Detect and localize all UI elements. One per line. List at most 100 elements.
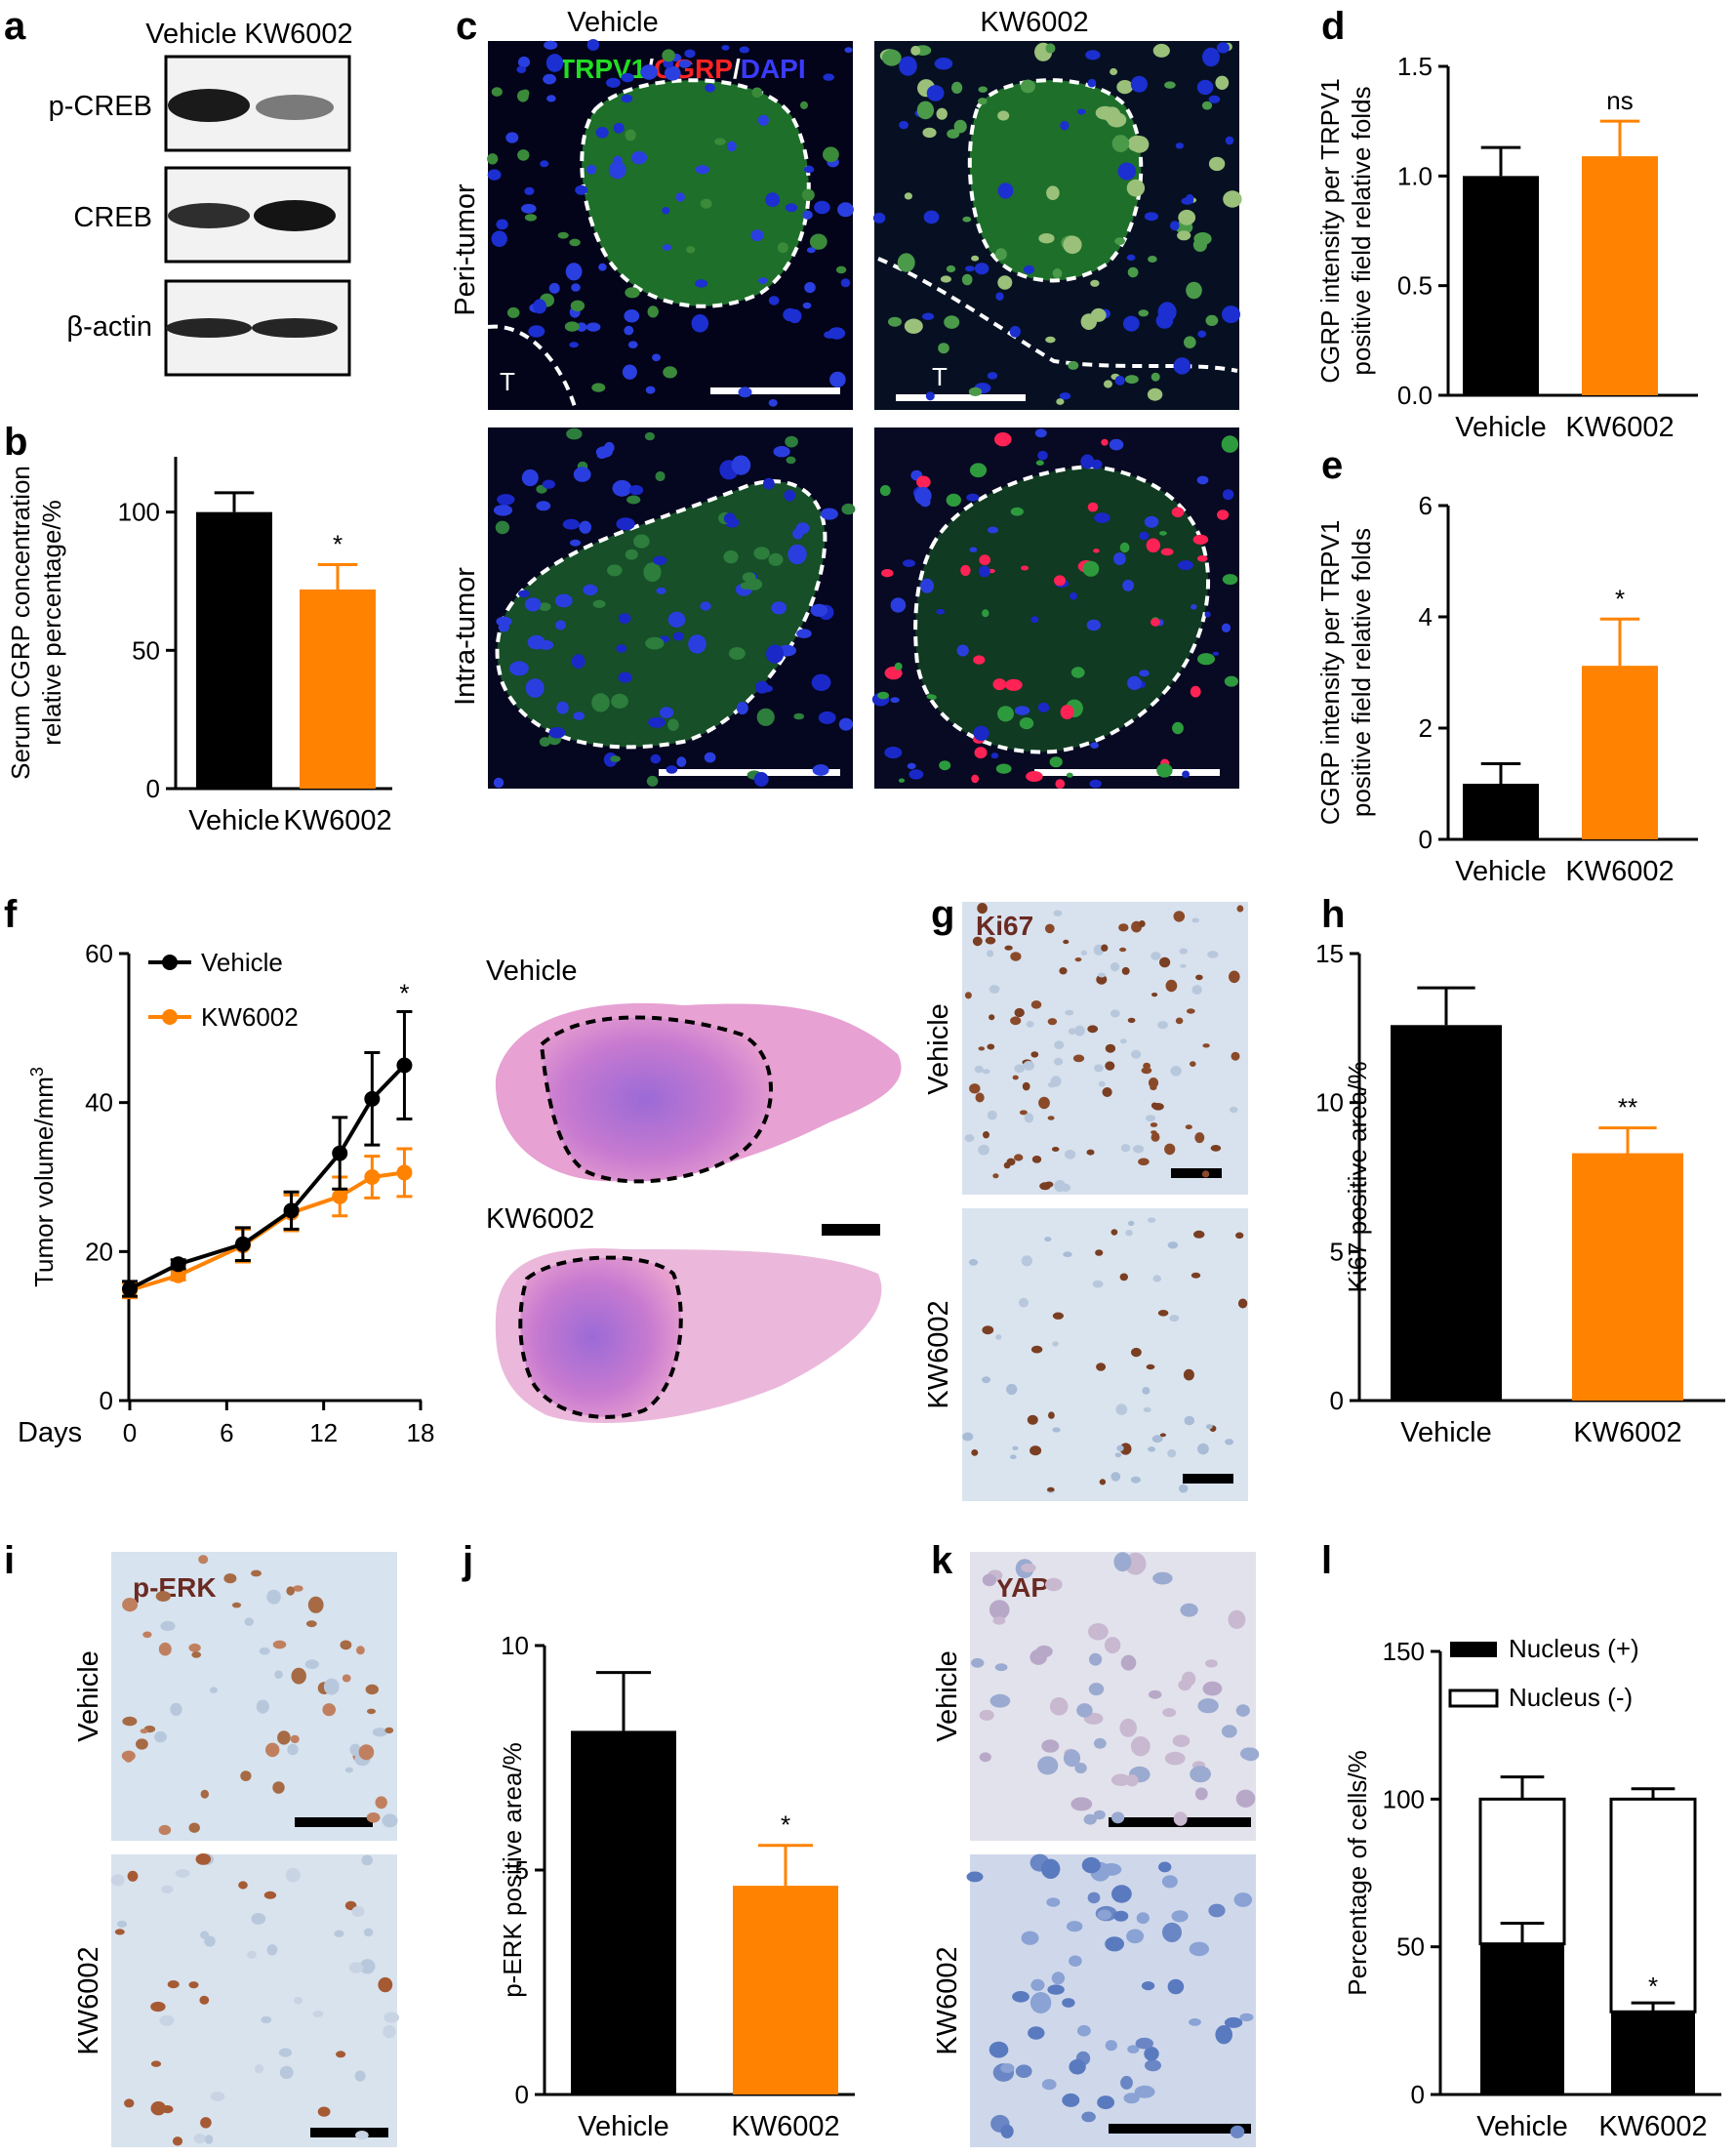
y-tick-label: 0 [100, 1386, 113, 1415]
legend-marker-kw6002 [162, 1009, 178, 1025]
tumor-marker-peri-kw6002: T [932, 362, 948, 391]
panel-c-column-vehicle: Vehicle [567, 7, 659, 38]
texture-peri-vehicle [487, 39, 854, 407]
y-tick-label: 100 [1383, 1784, 1425, 1813]
y-tick-label: 6 [1419, 491, 1433, 520]
tumor-outline-kw6002 [518, 1255, 683, 1419]
data-point-vehicle [396, 1057, 413, 1074]
data-point-kw6002 [364, 1169, 381, 1185]
ihc-row-label-i-kw6002: KW6002 [73, 1946, 104, 2054]
tumor-border-peri-vehicle [487, 324, 578, 411]
legend-swatch-nucleus-positive [1450, 1642, 1497, 1657]
panel-k-ihc: YAP Vehicle KW6002 [932, 1552, 1256, 2147]
ihc-stain-label-g: Ki67 [976, 911, 1033, 941]
blot-label-creb: CREB [73, 202, 152, 233]
y-axis-label: CGRP intensity per TRPV1 [1315, 520, 1345, 826]
stain-label: TRPV1/CGRP/DAPI [558, 54, 806, 84]
y-tick-label: 4 [1419, 602, 1433, 631]
bar-vehicle [1391, 1025, 1502, 1401]
scale-bar-i-kw6002 [310, 2128, 388, 2137]
bar-nucleus-positive [1611, 2012, 1695, 2095]
ihc-image-g-kw6002 [962, 1208, 1248, 1501]
panel-letter-c: c [456, 5, 477, 48]
x-category-label: Vehicle [578, 2111, 669, 2142]
chart-d-cgrp-peri: 0.0 0.5 1.0 1.5 CGRP intensity per TRPV1 posi… [1315, 52, 1698, 443]
bar-vehicle [571, 1730, 676, 2095]
ihc-stain-label-i: p-ERK [133, 1572, 217, 1603]
data-point-kw6002 [332, 1188, 348, 1204]
band-p-creb-vehicle [168, 89, 250, 122]
y-tick-label: 0 [1419, 825, 1433, 854]
y-tick-label: 15 [1315, 939, 1344, 968]
panel-c-row-intra-tumor: Intra-tumor [450, 567, 481, 706]
panel-letter-k: k [931, 1539, 953, 1582]
bar-vehicle [1463, 784, 1539, 839]
legend-label-nucleus-positive: Nucleus (+) [1509, 1634, 1639, 1663]
panel-f-he-images: Vehicle KW6002 [486, 956, 902, 1424]
texture-g-kw6002 [962, 1217, 1248, 1493]
band-creb-kw6002 [254, 200, 336, 231]
texture-i-vehicle [121, 1555, 398, 1836]
panel-letter-j: j [462, 1539, 473, 1582]
nerve-region-peri-vehicle [580, 78, 811, 308]
y-tick-label: 0 [515, 2080, 529, 2109]
y-tick-label: 10 [1315, 1088, 1344, 1118]
panel-a-western-blot: Vehicle KW6002 p-CREB CREB β-actin [49, 19, 353, 377]
blot-group-label-kw6002: KW6002 [244, 19, 352, 50]
scale-bar-peri-kw6002 [896, 394, 1026, 401]
blot-label-p-creb: p-CREB [49, 91, 152, 122]
legend-label-vehicle: Vehicle [201, 948, 283, 977]
scale-bar-intra-kw6002 [1034, 769, 1220, 776]
y-tick-label: 2 [1419, 713, 1433, 743]
legend-swatch-nucleus-negative [1448, 1688, 1499, 1708]
stain-slash-2: / [733, 54, 741, 84]
bar-kw6002 [1582, 666, 1658, 839]
ihc-image-k-vehicle [970, 1552, 1256, 1841]
x-category-label: KW6002 [283, 805, 391, 836]
y-axis-label: Serum CGRP concentration [6, 466, 35, 780]
y-axis-label: positive field relative folds [1347, 528, 1376, 817]
y-tick-label: 1.0 [1397, 161, 1433, 190]
panel-c-row-peri-tumor: Peri-tumor [450, 183, 481, 316]
y-axis-label: Ki67 positive area/% [1343, 1061, 1372, 1292]
ihc-row-label-g-vehicle: Vehicle [923, 1003, 954, 1095]
scale-bar-k-kw6002 [1109, 2124, 1251, 2134]
legend-label-nucleus-negative: Nucleus (-) [1509, 1683, 1633, 1712]
stain-dapi: DAPI [741, 54, 806, 84]
x-axis-label: Days [18, 1417, 82, 1448]
he-label-kw6002: KW6002 [486, 1203, 594, 1235]
nerve-region-peri-kw6002 [967, 78, 1144, 283]
significance-label: * [333, 530, 343, 559]
y-tick-label: 50 [1396, 1932, 1425, 1962]
chart-h-ki67: 0 5 10 15 Ki67 positive area/% ** Vehicle KW600… [1315, 939, 1725, 1448]
panel-letter-b: b [4, 421, 27, 464]
significance-label: * [1648, 1972, 1658, 2001]
x-tick-label: 6 [220, 1418, 233, 1447]
y-tick-label: 50 [132, 635, 160, 665]
y-tick-label: 1.5 [1397, 52, 1433, 81]
x-category-label: KW6002 [731, 2111, 839, 2142]
tumor-marker-peri-vehicle: T [500, 367, 515, 396]
x-tick-label: 18 [407, 1418, 435, 1447]
y-tick-label: 5 [1330, 1237, 1344, 1266]
legend-label-kw6002: KW6002 [201, 1002, 299, 1032]
data-point-kw6002 [170, 1267, 186, 1283]
data-point-vehicle [364, 1090, 381, 1107]
chart-j-perk: 0 5 10 p-ERK positive area/% * Vehicle KW6002 [498, 1631, 855, 2142]
panel-letter-e: e [1321, 444, 1343, 487]
band-creb-vehicle [168, 203, 250, 228]
y-tick-label: 10 [501, 1631, 529, 1660]
y-axis-label: CGRP intensity per TRPV1 [1315, 78, 1345, 384]
x-category-label: KW6002 [1565, 412, 1674, 443]
y-tick-label: 5 [515, 1855, 529, 1885]
significance-label: * [399, 979, 409, 1008]
texture-peri-kw6002 [872, 42, 1242, 405]
panel-letter-l: l [1321, 1539, 1332, 1582]
y-tick-label: 0.5 [1397, 271, 1433, 301]
chart-b-serum-cgrp: 0 50 100 Serum CGRP concentration relative p… [6, 457, 392, 836]
x-category-label: KW6002 [1573, 1417, 1681, 1448]
significance-label: ns [1606, 86, 1633, 115]
data-point-vehicle [122, 1281, 138, 1297]
x-category-label: Vehicle [1455, 412, 1547, 443]
